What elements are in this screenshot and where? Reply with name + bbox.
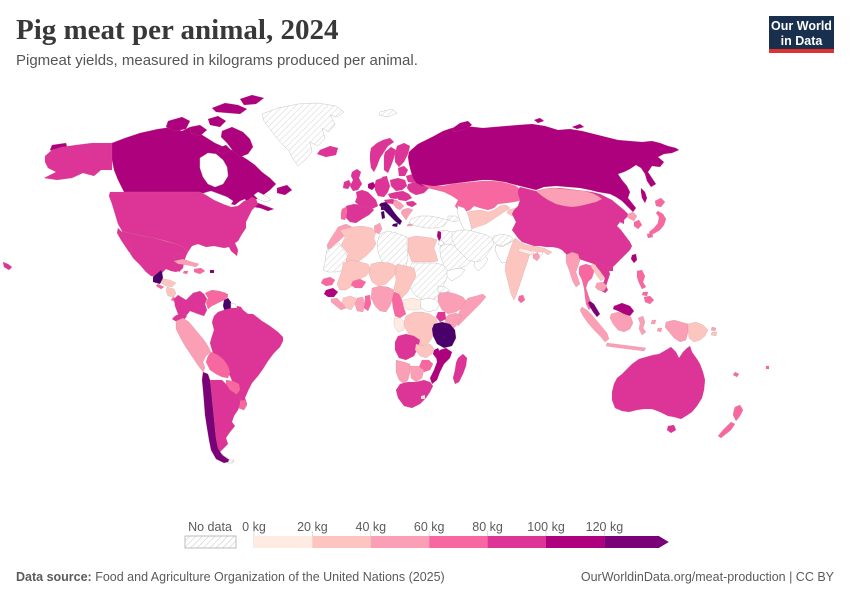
svg-text:60 kg: 60 kg <box>414 520 445 534</box>
svg-text:No data: No data <box>188 520 232 534</box>
svg-text:40 kg: 40 kg <box>356 520 387 534</box>
svg-text:100 kg: 100 kg <box>527 520 565 534</box>
svg-text:20 kg: 20 kg <box>297 520 328 534</box>
svg-text:120 kg: 120 kg <box>586 520 624 534</box>
svg-text:80 kg: 80 kg <box>472 520 503 534</box>
svg-text:0 kg: 0 kg <box>242 520 266 534</box>
